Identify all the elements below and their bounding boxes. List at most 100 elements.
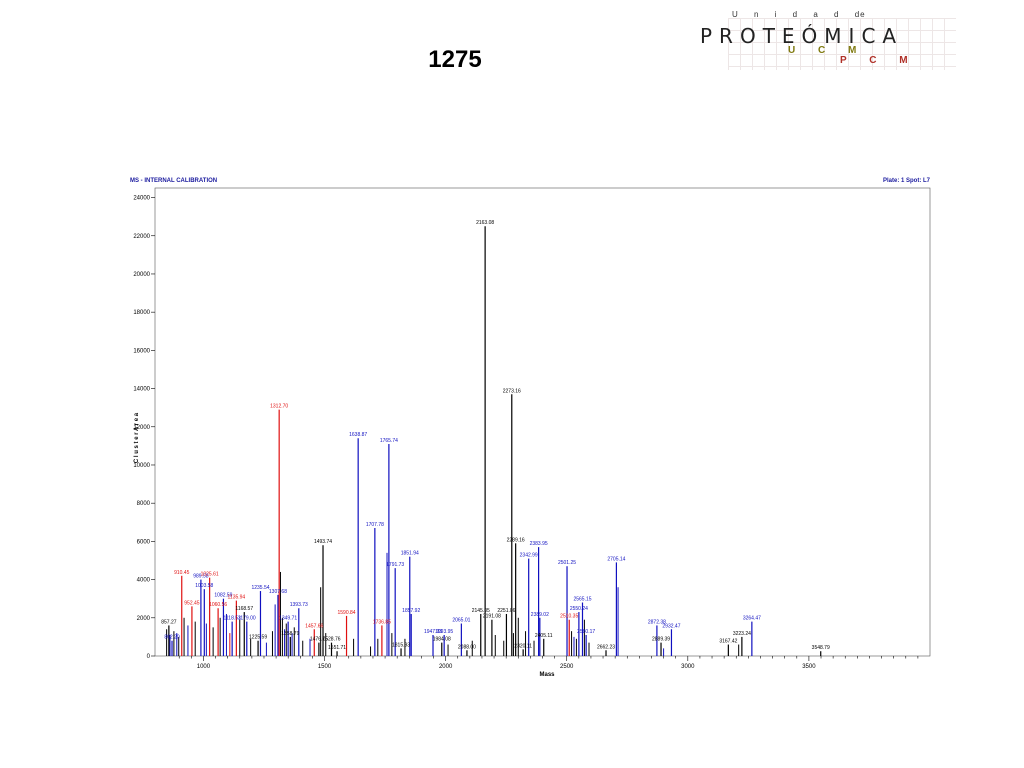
- peak-label: 2191.08: [483, 614, 501, 620]
- peak-label: 2501.25: [558, 560, 576, 566]
- peak-label: 1638.87: [349, 432, 367, 438]
- peak-label: 1590.84: [337, 610, 355, 616]
- peak-label: 3548.79: [812, 645, 830, 651]
- peak-label: 1736.85: [373, 619, 391, 625]
- peak-label: 1493.74: [314, 539, 332, 545]
- y-tick-label: 22000: [133, 234, 150, 240]
- peak-label: 1135.94: [228, 595, 246, 601]
- y-tick-label: 12000: [133, 425, 150, 431]
- peak-label: 3223.24: [733, 631, 751, 637]
- y-tick-label: 6000: [137, 539, 151, 545]
- peak-label: 1060.56: [209, 602, 227, 608]
- spectrum-header: MS - INTERNAL CALIBRATION Plate: 1 Spot:…: [130, 178, 930, 188]
- y-axis-label: C l u s t e r A r e a: [134, 412, 140, 463]
- peak-label: 1003.58: [195, 583, 213, 589]
- x-tick-label: 1500: [318, 664, 332, 670]
- peak-label: 1551.71: [328, 645, 346, 651]
- peak-label: 3264.47: [743, 616, 761, 622]
- y-tick-label: 4000: [137, 578, 151, 584]
- peak-label: 1815.93: [392, 642, 410, 648]
- chart-title: MS - INTERNAL CALIBRATION: [130, 178, 218, 184]
- peak-label: 1393.73: [290, 602, 308, 608]
- peak-label: 2510.35: [560, 614, 578, 620]
- peak-label: 1457.66: [305, 623, 323, 629]
- labeled-peaks: [168, 226, 822, 656]
- peak-label: 1993.95: [435, 629, 453, 635]
- peak-label: 1168.57: [235, 606, 253, 612]
- peak-label: 1791.73: [386, 562, 404, 568]
- peak-label: 2251.06: [497, 608, 515, 614]
- peak-label: 2662.23: [597, 644, 615, 650]
- y-tick-label: 20000: [133, 272, 150, 278]
- y-tick-label: 10000: [133, 463, 150, 469]
- peak-label: 2889.39: [652, 637, 670, 643]
- x-axis: 1000 1500 2000 2500 3000 3500: [178, 656, 919, 670]
- peak-label: 1476.75: [310, 637, 328, 643]
- peak-label: 3167.42: [719, 639, 737, 645]
- slide-title: 1275: [428, 46, 482, 73]
- plot-frame: [154, 187, 931, 657]
- peak-label: 2565.15: [573, 597, 591, 603]
- peak-label: 910.45: [174, 570, 190, 576]
- peak-label: 2320.11: [514, 643, 532, 649]
- peak-label: 1179.00: [238, 616, 256, 622]
- y-tick-label: 14000: [133, 387, 150, 393]
- peak-label: 2405.11: [535, 633, 553, 639]
- peak-label: 1947.93: [424, 629, 442, 635]
- logo-grid-decoration: [728, 18, 956, 70]
- plot-border: [154, 187, 931, 657]
- peak-label: 2389.02: [531, 612, 549, 618]
- peak-label: 1082.59: [214, 593, 232, 599]
- peak-label: 862.20: [164, 635, 180, 641]
- minor-peaks: [166, 552, 740, 656]
- peak-label: 1025.61: [201, 572, 219, 578]
- peak-label: 2342.99: [520, 553, 538, 559]
- peak-label: 1707.78: [366, 522, 384, 528]
- peak-labels: 857.27 862.20 910.45 952.45 989.58 1003.58 102…: [161, 220, 830, 651]
- peak-label: 2383.95: [530, 541, 548, 547]
- proteomica-logo: U n i d a d de PROTEÓMICA U C M P C M: [700, 4, 1000, 74]
- peak-label: 989.58: [193, 574, 209, 580]
- peak-label: 857.27: [161, 619, 177, 625]
- logo-main-text: PROTEÓMICA: [700, 24, 904, 48]
- peak-label: 2065.01: [452, 618, 470, 624]
- logo-top-text: U n i d a d de: [732, 10, 866, 19]
- peak-label: 2145.05: [472, 608, 490, 614]
- peak-label: 952.45: [184, 600, 200, 606]
- peak-label: 1235.54: [251, 585, 269, 591]
- x-tick-label: 2500: [560, 664, 574, 670]
- y-tick-label: 16000: [133, 348, 150, 354]
- peak-label: 1765.74: [380, 438, 398, 444]
- peak-label: 2932.47: [662, 623, 680, 629]
- y-tick-label: 0: [147, 654, 151, 660]
- peak-label: 2163.08: [476, 220, 494, 226]
- peak-label: 1851.94: [401, 551, 419, 557]
- peak-label: 1307.68: [269, 589, 287, 595]
- x-tick-label: 3500: [802, 664, 816, 670]
- y-tick-label: 18000: [133, 310, 150, 316]
- x-tick-label: 2000: [439, 664, 453, 670]
- peak-label: 1312.70: [270, 404, 288, 410]
- logo-sub-text-2: P C M: [840, 55, 918, 66]
- peak-label: 1857.92: [402, 608, 420, 614]
- x-tick-label: 1000: [197, 664, 211, 670]
- x-tick-label: 3000: [681, 664, 695, 670]
- peak-label: 2289.16: [507, 537, 525, 543]
- y-axis: 0 2000 4000 6000 8000 10000 12000 14000 16000 180…: [133, 196, 155, 660]
- peak-label: 2580.17: [577, 629, 595, 635]
- peak-label: 2088.00: [458, 644, 476, 650]
- peak-label: 1984.08: [433, 637, 451, 643]
- logo-sub-text: U C M: [788, 45, 867, 56]
- peak-label: 1349.71: [279, 616, 297, 622]
- peak-label: 2550.24: [570, 606, 588, 612]
- y-tick-label: 24000: [133, 196, 150, 202]
- chart-subtitle: Plate: 1 Spot: L7: [882, 178, 930, 184]
- peak-label: 1358.79: [281, 631, 299, 637]
- x-axis-label: Mass: [539, 672, 555, 678]
- peak-label: 1118.53: [223, 616, 241, 622]
- peak-label: 1225.59: [249, 635, 267, 641]
- y-tick-label: 8000: [137, 501, 151, 507]
- peak-label: 2273.16: [503, 388, 521, 394]
- peak-label: 2705.14: [607, 556, 625, 562]
